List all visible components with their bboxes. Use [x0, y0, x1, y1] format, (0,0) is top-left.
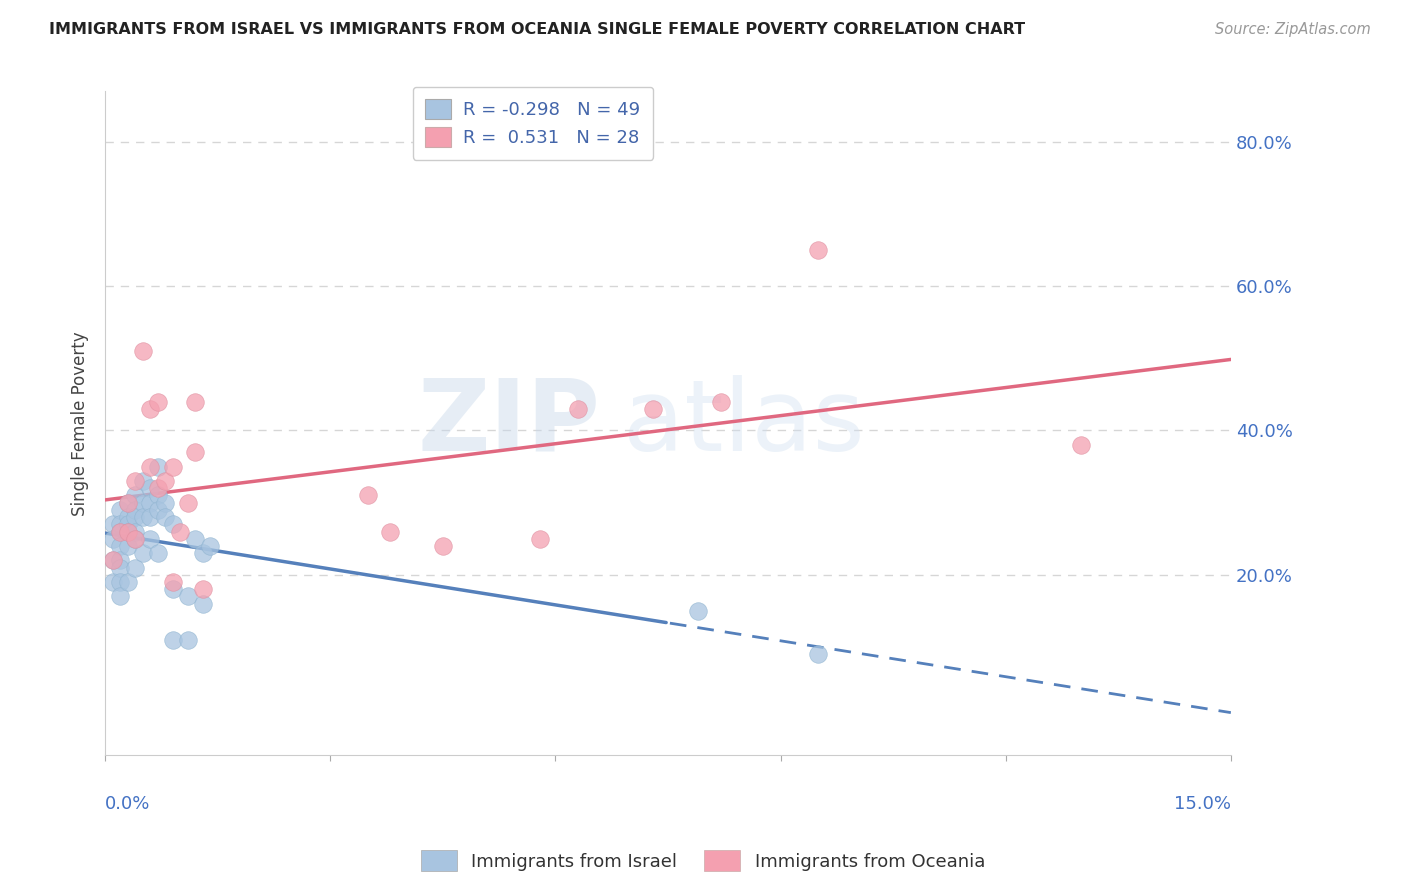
- Point: [117, 517, 139, 532]
- Point: [146, 481, 169, 495]
- Legend: Immigrants from Israel, Immigrants from Oceania: Immigrants from Israel, Immigrants from …: [413, 843, 993, 879]
- Point: [155, 495, 177, 509]
- Point: [124, 488, 146, 502]
- Point: [110, 524, 132, 539]
- Point: [110, 575, 132, 590]
- Point: [191, 582, 214, 597]
- Point: [101, 553, 124, 567]
- Point: [1070, 438, 1092, 452]
- Point: [191, 597, 214, 611]
- Point: [191, 546, 214, 560]
- Point: [124, 560, 146, 574]
- Point: [146, 546, 169, 560]
- Legend: R = -0.298   N = 49, R =  0.531   N = 28: R = -0.298 N = 49, R = 0.531 N = 28: [413, 87, 654, 160]
- Point: [110, 560, 132, 574]
- Point: [101, 553, 124, 567]
- Point: [146, 394, 169, 409]
- Point: [117, 539, 139, 553]
- Point: [184, 532, 207, 546]
- Point: [139, 510, 162, 524]
- Point: [132, 546, 155, 560]
- Text: Source: ZipAtlas.com: Source: ZipAtlas.com: [1215, 22, 1371, 37]
- Y-axis label: Single Female Poverty: Single Female Poverty: [72, 331, 89, 516]
- Point: [807, 647, 830, 661]
- Point: [124, 524, 146, 539]
- Point: [155, 474, 177, 488]
- Point: [139, 401, 162, 416]
- Point: [184, 445, 207, 459]
- Point: [132, 344, 155, 359]
- Point: [101, 575, 124, 590]
- Point: [200, 539, 222, 553]
- Point: [124, 532, 146, 546]
- Point: [162, 459, 184, 474]
- Point: [139, 459, 162, 474]
- Point: [162, 517, 184, 532]
- Point: [110, 517, 132, 532]
- Point: [529, 532, 551, 546]
- Text: ZIP: ZIP: [418, 375, 600, 472]
- Point: [110, 503, 132, 517]
- Point: [124, 510, 146, 524]
- Point: [110, 524, 132, 539]
- Text: atlas: atlas: [623, 375, 865, 472]
- Point: [101, 532, 124, 546]
- Text: 0.0%: 0.0%: [105, 795, 150, 814]
- Point: [132, 495, 155, 509]
- Point: [709, 394, 731, 409]
- Point: [139, 532, 162, 546]
- Point: [139, 495, 162, 509]
- Point: [177, 495, 200, 509]
- Point: [169, 524, 191, 539]
- Point: [117, 575, 139, 590]
- Point: [146, 459, 169, 474]
- Point: [117, 495, 139, 509]
- Point: [110, 553, 132, 567]
- Point: [117, 510, 139, 524]
- Point: [110, 590, 132, 604]
- Point: [146, 488, 169, 502]
- Point: [807, 243, 830, 257]
- Point: [132, 474, 155, 488]
- Point: [110, 539, 132, 553]
- Point: [432, 539, 454, 553]
- Point: [139, 481, 162, 495]
- Point: [101, 517, 124, 532]
- Point: [162, 575, 184, 590]
- Point: [184, 394, 207, 409]
- Text: 15.0%: 15.0%: [1174, 795, 1230, 814]
- Point: [146, 503, 169, 517]
- Point: [162, 632, 184, 647]
- Point: [177, 632, 200, 647]
- Point: [117, 495, 139, 509]
- Point: [124, 474, 146, 488]
- Point: [380, 524, 402, 539]
- Point: [132, 510, 155, 524]
- Point: [155, 510, 177, 524]
- Text: IMMIGRANTS FROM ISRAEL VS IMMIGRANTS FROM OCEANIA SINGLE FEMALE POVERTY CORRELAT: IMMIGRANTS FROM ISRAEL VS IMMIGRANTS FRO…: [49, 22, 1025, 37]
- Point: [641, 401, 664, 416]
- Point: [124, 503, 146, 517]
- Point: [117, 524, 139, 539]
- Point: [177, 590, 200, 604]
- Point: [567, 401, 589, 416]
- Point: [117, 524, 139, 539]
- Point: [357, 488, 380, 502]
- Point: [124, 532, 146, 546]
- Point: [162, 582, 184, 597]
- Point: [686, 604, 709, 618]
